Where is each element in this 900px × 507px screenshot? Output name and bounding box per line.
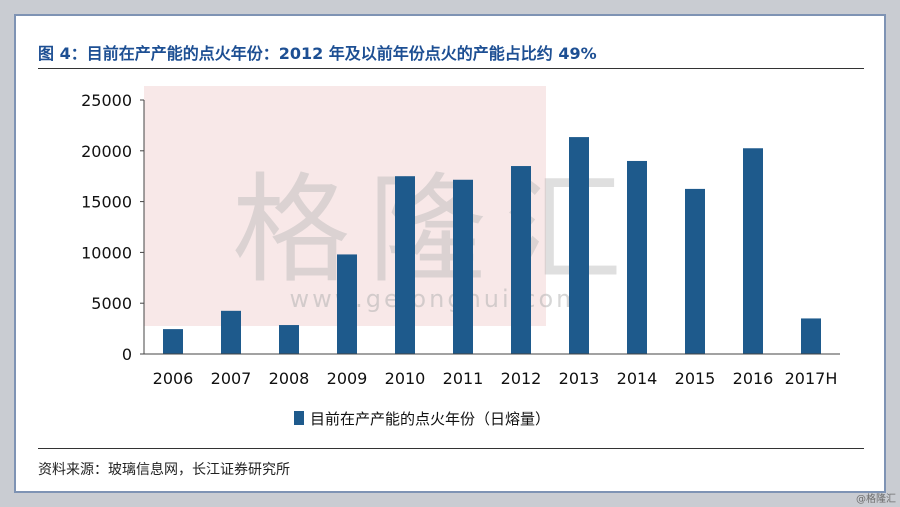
y-tick-label: 15000 (81, 193, 132, 212)
bar-2013 (569, 137, 589, 354)
legend-label: 目前在产产能的点火年份（日熔量） (310, 410, 550, 428)
y-tick-label: 10000 (81, 243, 132, 262)
title-divider (38, 68, 864, 69)
bar-2007 (221, 310, 241, 354)
bar-2016 (743, 148, 763, 354)
x-tick-label: 2010 (385, 369, 426, 388)
bar-2017h (801, 318, 821, 354)
corner-watermark: @格隆汇 (856, 494, 896, 505)
figure-title: 图 4：目前在产产能的点火年份：2012 年及以前年份点火的产能占比约 49% (38, 44, 597, 63)
bar-2010 (395, 176, 415, 354)
watermark-url-text: www.gelonghui.com (289, 285, 582, 313)
x-tick-label: 2013 (559, 369, 600, 388)
bar-2012 (511, 166, 531, 354)
x-tick-label: 2008 (269, 369, 310, 388)
x-tick-label: 2014 (617, 369, 658, 388)
y-tick-label: 25000 (81, 91, 132, 110)
y-tick-label: 20000 (81, 142, 132, 161)
x-tick-label: 2006 (153, 369, 194, 388)
x-tick-label: 2017H (785, 369, 838, 388)
y-tick-label: 5000 (91, 294, 132, 313)
bar-2011 (453, 179, 473, 354)
x-tick-label: 2007 (211, 369, 252, 388)
watermark-logo-text: 格隆汇 (232, 161, 640, 299)
bar-2006 (163, 329, 183, 354)
source-divider (38, 448, 864, 449)
source-note: 资料来源：玻璃信息网，长江证券研究所 (38, 462, 290, 478)
x-tick-label: 2016 (733, 369, 774, 388)
x-tick-label: 2009 (327, 369, 368, 388)
x-tick-label: 2015 (675, 369, 716, 388)
bar-2014 (627, 160, 647, 354)
figure-frame: 图 4：目前在产产能的点火年份：2012 年及以前年份点火的产能占比约 49% … (14, 14, 886, 493)
y-tick-label: 0 (122, 345, 132, 364)
bar-2015 (685, 188, 705, 354)
bar-2009 (337, 254, 357, 354)
bar-2008 (279, 325, 299, 354)
legend-swatch (294, 411, 304, 425)
x-tick-label: 2011 (443, 369, 484, 388)
x-tick-label: 2012 (501, 369, 542, 388)
